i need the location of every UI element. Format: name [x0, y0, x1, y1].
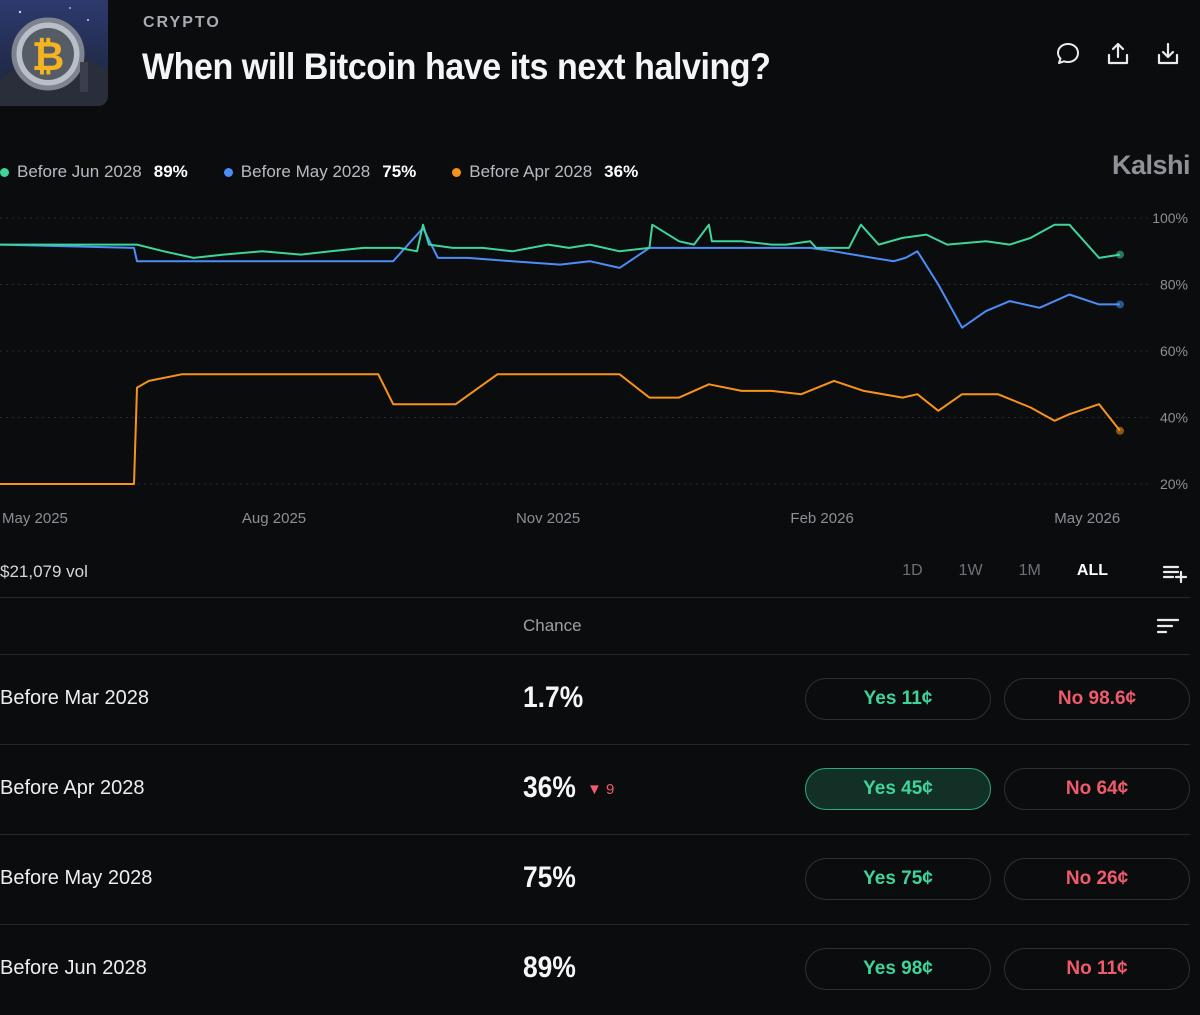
- x-tick-label: May 2025: [2, 510, 68, 527]
- legend-label: Before May 2028: [240, 162, 371, 181]
- chance-change-badge: ▼ 9: [587, 781, 615, 798]
- x-tick-label: Nov 2025: [516, 510, 580, 527]
- legend-dot: [223, 167, 233, 177]
- divider: [0, 654, 1190, 655]
- buy-no-button[interactable]: No 98.6¢: [1004, 678, 1190, 720]
- series-line: [0, 227, 1120, 329]
- range-1w[interactable]: 1W: [958, 562, 983, 579]
- buy-yes-button[interactable]: Yes 11¢: [805, 678, 991, 720]
- series-line: [0, 223, 1121, 259]
- outcome-label: Before Jun 2028: [0, 957, 147, 979]
- brand-logo: Kalshi: [1111, 150, 1191, 180]
- table-row[interactable]: Before May 2028 75% Yes 75¢ No 26¢: [0, 835, 1200, 925]
- legend-value: 89%: [153, 162, 188, 181]
- outcome-label: Before Mar 2028: [0, 687, 149, 709]
- y-tick-label: 100%: [1152, 210, 1188, 226]
- range-all[interactable]: ALL: [1076, 562, 1108, 579]
- divider: [0, 924, 1190, 925]
- outcome-chance: 36%: [523, 771, 576, 804]
- outcome-chance: 1.7%: [523, 681, 584, 714]
- share-icon[interactable]: [1104, 40, 1132, 68]
- bitcoin-artwork-icon: ₿: [0, 0, 108, 106]
- divider: [0, 744, 1190, 745]
- table-row[interactable]: Before Jun 2028 89% Yes 98¢ No 11¢: [0, 925, 1200, 1015]
- buy-yes-button[interactable]: Yes 45¢: [805, 768, 991, 810]
- legend-dot: [0, 167, 9, 177]
- buy-no-button[interactable]: No 11¢: [1004, 948, 1190, 990]
- y-tick-label: 80%: [1160, 277, 1188, 293]
- legend-label: Before Apr 2028: [469, 162, 593, 181]
- volume-label: $21,079 vol: [0, 562, 88, 581]
- y-tick-label: 40%: [1160, 410, 1188, 426]
- series-end-point: [1116, 250, 1124, 259]
- chance-column-header: Chance: [523, 616, 582, 635]
- buy-no-button[interactable]: No 64¢: [1004, 768, 1190, 810]
- outcome-chance: 75%: [523, 861, 576, 894]
- svg-text:₿: ₿: [32, 34, 65, 80]
- outcome-chance: 89%: [523, 951, 576, 984]
- x-tick-label: May 2026: [1054, 510, 1120, 527]
- table-row[interactable]: Before Mar 2028 1.7% Yes 11¢ No 98.6¢: [0, 655, 1200, 745]
- add-to-list-icon[interactable]: [1162, 560, 1188, 584]
- table-row[interactable]: Before Apr 2028 36% ▼ 9 Yes 45¢ No 64¢: [0, 745, 1200, 835]
- header-actions: [1054, 40, 1182, 68]
- buy-no-button[interactable]: No 26¢: [1004, 858, 1190, 900]
- x-tick-label: Feb 2026: [790, 510, 853, 527]
- outcome-label: Before Apr 2028: [0, 777, 145, 799]
- download-icon[interactable]: [1154, 40, 1182, 68]
- market-thumbnail: ₿: [0, 0, 108, 106]
- series-line: [0, 373, 1121, 485]
- legend-value: 36%: [604, 162, 639, 181]
- sort-icon[interactable]: [1156, 615, 1180, 637]
- divider: [0, 834, 1190, 835]
- legend-dot: [452, 167, 462, 177]
- comment-icon[interactable]: [1054, 40, 1082, 68]
- range-1d[interactable]: 1D: [902, 562, 923, 579]
- chart-legend: Before Jun 2028 89% Before May 2028 75% …: [0, 162, 638, 182]
- outcome-label: Before May 2028: [0, 867, 153, 889]
- market-title: When will Bitcoin have its next halving?: [142, 46, 771, 87]
- legend-item-apr: Before Apr 2028 36%: [452, 162, 638, 182]
- divider: [0, 597, 1190, 598]
- legend-item-jun: Before Jun 2028 89%: [0, 162, 188, 182]
- range-1m[interactable]: 1M: [1018, 562, 1041, 579]
- legend-label: Before Jun 2028: [17, 162, 142, 181]
- x-tick-label: Aug 2025: [242, 510, 306, 527]
- market-category: CRYPTO: [143, 14, 221, 31]
- legend-value: 75%: [382, 162, 417, 181]
- buy-yes-button[interactable]: Yes 98¢: [805, 948, 991, 990]
- time-range-selector: 1D 1W 1M ALL: [902, 562, 1108, 580]
- series-end-point: [1116, 300, 1124, 309]
- price-chart[interactable]: 100% 80% 60% 40% 20% May 2025 Aug 2025 Nov 2025…: [0, 200, 1200, 540]
- buy-yes-button[interactable]: Yes 75¢: [805, 858, 991, 900]
- series-end-point: [1116, 426, 1124, 435]
- y-tick-label: 60%: [1160, 343, 1188, 359]
- y-tick-label: 20%: [1160, 476, 1188, 492]
- legend-item-may: Before May 2028 75%: [223, 162, 417, 182]
